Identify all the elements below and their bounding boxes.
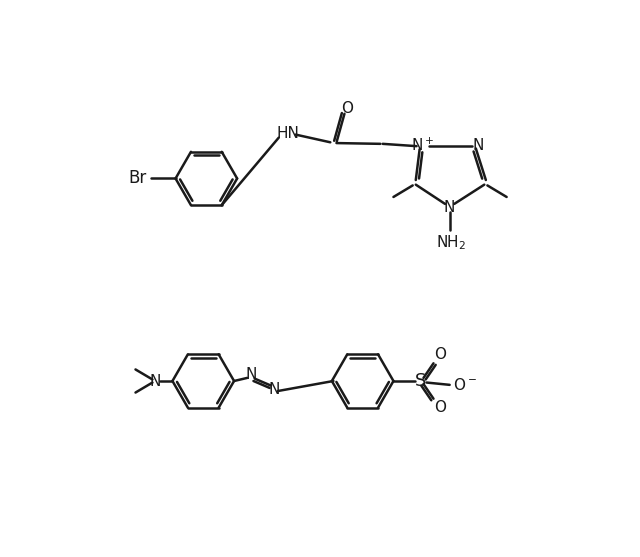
Text: S: S [415,372,426,390]
Text: N$^+$: N$^+$ [411,136,435,154]
Text: O: O [341,101,353,116]
Text: Br: Br [128,169,146,188]
Text: N: N [472,138,484,153]
Text: N: N [150,374,161,388]
Text: N: N [245,367,257,382]
Text: N: N [268,382,280,397]
Text: O: O [435,400,447,414]
Text: O$^-$: O$^-$ [453,377,477,393]
Text: N: N [444,201,455,215]
Text: HN: HN [276,125,300,140]
Text: NH$_2$: NH$_2$ [436,233,467,252]
Text: O: O [435,348,447,362]
